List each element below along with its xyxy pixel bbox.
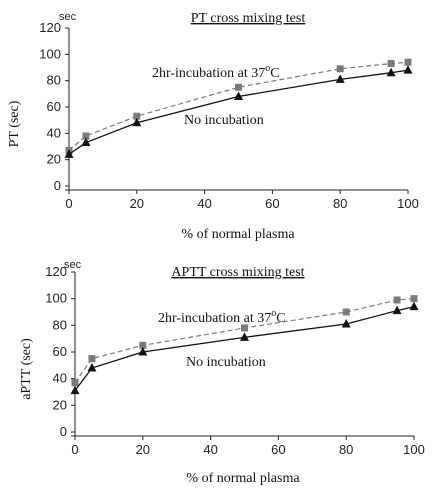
aptt-chart: APTT cross mixing test sec aPTT (sec) % …	[19, 259, 425, 486]
x-tick-label: 100	[397, 196, 419, 211]
data-point-square	[241, 324, 248, 332]
chart-title: APTT cross mixing test	[171, 265, 304, 280]
y-tick-label: 60	[53, 344, 67, 359]
data-point-square	[235, 83, 242, 91]
data-point-triangle	[403, 65, 413, 74]
data-point-square	[133, 112, 141, 120]
data-point-square	[82, 132, 90, 140]
x-tick-label: 80	[339, 442, 353, 457]
series-name-sup: o	[265, 63, 270, 74]
data-point-triangle	[341, 319, 351, 328]
data-point-triangle	[240, 332, 249, 341]
data-point-triangle	[81, 137, 91, 147]
y-tick-label: 0	[54, 178, 61, 193]
y-tick-label: 20	[53, 397, 67, 412]
series-label-incubation: 2hr-incubation at 37oC	[152, 63, 280, 81]
data-point-triangle	[392, 305, 402, 315]
data-point-square	[71, 379, 79, 387]
x-axis-label: % of normal plasma	[186, 471, 300, 486]
data-point-square	[88, 355, 96, 363]
series-name-suffix: C	[270, 66, 279, 81]
data-point-square	[336, 65, 344, 73]
data-point-triangle	[234, 91, 243, 100]
data-point-square	[387, 60, 395, 68]
x-tick-label: 60	[271, 442, 285, 457]
data-point-triangle	[87, 363, 97, 372]
data-point-triangle	[335, 74, 345, 83]
y-tick-label: 120	[39, 20, 61, 35]
series-name: 2hr-incubation at 37	[158, 311, 271, 326]
y-axis-label: PT (sec)	[7, 100, 22, 147]
series-label-no-incubation: No incubation	[186, 355, 266, 370]
y-tick-label: 60	[47, 99, 61, 114]
x-tick-label: 80	[333, 196, 347, 211]
y-tick-label: 80	[53, 317, 67, 332]
data-point-square	[342, 308, 350, 316]
y-tick-label: 20	[47, 152, 61, 167]
data-point-triangle	[138, 347, 148, 356]
data-point-triangle	[132, 117, 142, 127]
x-tick-label: 20	[130, 196, 144, 211]
pt-chart: PT cross mixing test sec PT (sec) % of n…	[7, 11, 419, 242]
data-point-square	[404, 58, 412, 66]
x-tick-label: 40	[197, 196, 211, 211]
y-tick-label: 120	[45, 264, 67, 279]
x-tick-label: 0	[65, 196, 72, 211]
x-tick-label: 60	[265, 196, 279, 211]
data-point-triangle	[64, 149, 74, 158]
x-tick-label: 100	[403, 442, 425, 457]
data-point-square	[139, 341, 147, 349]
series-name-sup: o	[271, 308, 276, 319]
chart-title: PT cross mixing test	[191, 11, 306, 26]
series-label-incubation: 2hr-incubation at 37oC	[158, 308, 286, 326]
y-tick-label: 40	[47, 125, 61, 140]
y-unit-label: sec	[64, 259, 82, 271]
series-name-suffix: C	[276, 311, 285, 326]
x-axis-label: % of normal plasma	[181, 227, 295, 242]
data-point-triangle	[409, 301, 419, 311]
y-tick-label: 100	[45, 291, 67, 306]
data-point-triangle	[386, 67, 396, 77]
x-tick-label: 20	[136, 442, 150, 457]
y-tick-label: 80	[47, 73, 61, 88]
y-axis-label: aPTT (sec)	[19, 338, 34, 400]
y-unit-label: sec	[59, 11, 77, 23]
series-name: 2hr-incubation at 37	[152, 66, 265, 81]
y-tick-label: 40	[53, 371, 67, 386]
x-tick-label: 40	[203, 442, 217, 457]
data-point-square	[393, 296, 401, 304]
data-point-square	[410, 295, 418, 303]
data-point-triangle	[70, 385, 80, 395]
x-tick-label: 0	[71, 442, 78, 457]
series-label-no-incubation: No incubation	[184, 113, 264, 128]
y-tick-label: 100	[39, 46, 61, 61]
y-tick-label: 0	[60, 424, 67, 439]
